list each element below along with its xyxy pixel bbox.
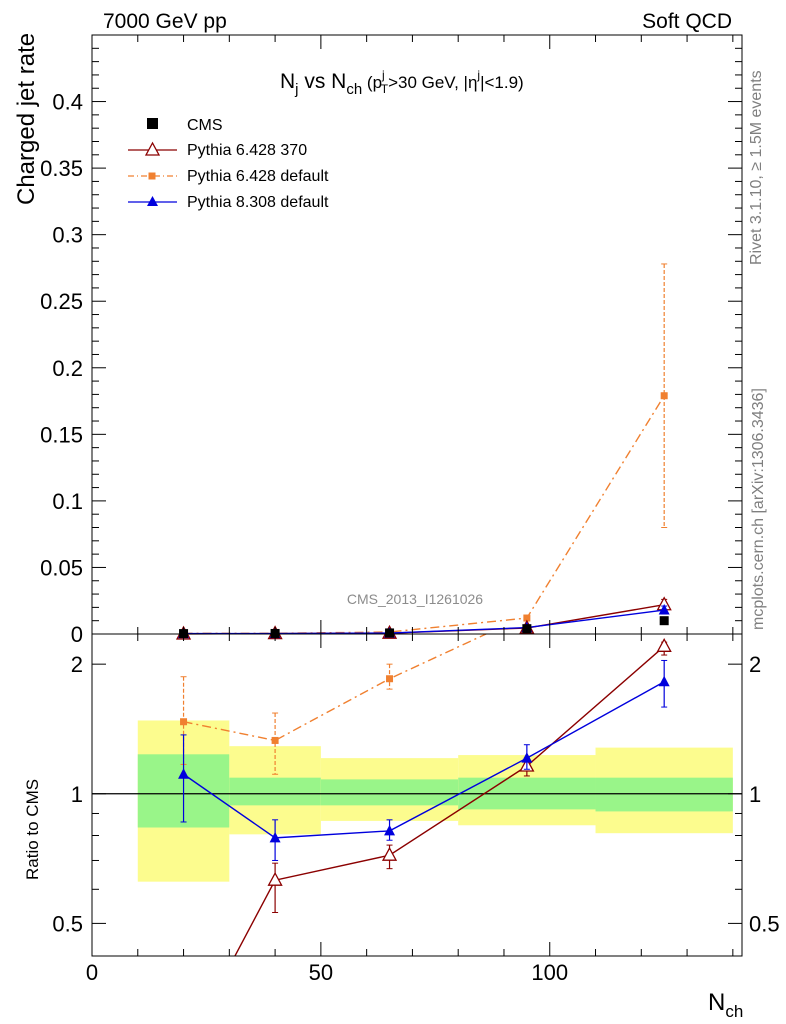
ratio-frame bbox=[91, 633, 743, 957]
header-right: Soft QCD bbox=[642, 10, 732, 33]
ratio-data-point bbox=[271, 736, 279, 744]
title-paren: (p bbox=[362, 73, 382, 92]
legend-py6-default-marker bbox=[148, 172, 156, 180]
legend-py8-marker bbox=[147, 196, 158, 206]
ratio-data-point bbox=[381, 846, 398, 861]
ratio-series bbox=[178, 634, 672, 956]
ratio-bands bbox=[92, 720, 742, 882]
ratio-ticks: 0.5 0.5 1 1 2 2 bbox=[52, 652, 779, 936]
ratio-data-point bbox=[178, 768, 190, 779]
x-tick-label: 100 bbox=[531, 960, 568, 985]
legend-cms-label: CMS bbox=[187, 117, 223, 134]
main-series bbox=[175, 263, 672, 640]
ratio-y-tick-label-right: 0.5 bbox=[749, 911, 780, 936]
rivet-label: Rivet 3.1.10, ≥ 1.5M events bbox=[748, 70, 765, 265]
legend-py6-370-label: Pythia 6.428 370 bbox=[187, 142, 307, 159]
legend-py6-default-label: Pythia 6.428 default bbox=[187, 168, 329, 185]
main-y-tick-label: 0.05 bbox=[40, 555, 83, 580]
title-sup-j2: j bbox=[476, 68, 480, 82]
main-data-point bbox=[523, 614, 531, 622]
main-data-point bbox=[522, 624, 532, 634]
x-label-sub: ch bbox=[725, 1002, 743, 1021]
ratio-y-tick-label: 2 bbox=[71, 652, 83, 677]
legend-py6-370-marker bbox=[144, 141, 161, 156]
ratio-series-2 bbox=[178, 659, 670, 861]
main-panel: 0 0.05 0.1 0.15 0.2 0.25 0.3 0.35 0.4 Charged je… bbox=[13, 33, 743, 647]
main-data-point bbox=[659, 616, 669, 626]
main-y-label: Charged jet rate bbox=[13, 33, 40, 205]
x-axis-label: Nch bbox=[708, 989, 743, 1021]
ratio-data-point bbox=[386, 675, 394, 683]
ratio-data-point bbox=[656, 637, 672, 652]
ratio-series-line bbox=[183, 634, 488, 742]
main-y-tick-label: 0.15 bbox=[40, 422, 83, 447]
title-sup-j: j bbox=[381, 68, 385, 82]
legend-cms-marker bbox=[147, 118, 158, 129]
main-data-point bbox=[385, 628, 395, 638]
ratio-y-tick-label-right: 1 bbox=[749, 782, 761, 807]
main-y-tick-label: 0 bbox=[71, 622, 83, 647]
ratio-y-tick-label-right: 2 bbox=[749, 652, 761, 677]
ratio-band-inner bbox=[229, 777, 321, 806]
title-cut1: >30 GeV, |η bbox=[388, 73, 477, 92]
ratio-y-label: Ratio to CMS bbox=[23, 779, 42, 880]
x-ticks: 0 50 100 bbox=[86, 35, 734, 985]
ratio-band-inner bbox=[320, 779, 459, 806]
ratio-data-point bbox=[384, 824, 396, 836]
legend-py8-label: Pythia 8.308 default bbox=[187, 194, 329, 211]
title-n: N bbox=[280, 70, 295, 93]
ratio-data-point bbox=[658, 675, 670, 687]
main-data-point bbox=[660, 392, 668, 400]
main-data-point bbox=[658, 604, 670, 615]
main-y-tick-label: 0.3 bbox=[52, 223, 83, 248]
ratio-data-point bbox=[269, 831, 281, 843]
title-cut2: |<1.9) bbox=[480, 73, 524, 92]
legend: CMS Pythia 6.428 370 Pythia 6.428 defaul… bbox=[128, 117, 329, 211]
main-y-tick-label: 0.35 bbox=[40, 156, 83, 181]
ratio-series-line bbox=[234, 645, 665, 956]
x-tick-label: 0 bbox=[86, 960, 98, 985]
ratio-y-tick-label: 0.5 bbox=[52, 911, 83, 936]
header-left: 7000 GeV pp bbox=[103, 10, 227, 33]
main-y-tick-label: 0.4 bbox=[52, 90, 83, 115]
main-series-2 bbox=[180, 263, 668, 637]
ratio-band-inner bbox=[595, 777, 733, 812]
main-series-line bbox=[183, 609, 665, 635]
ratio-panel: 0.5 0.5 1 1 2 2 Ratio to CMS bbox=[23, 633, 780, 957]
x-tick-label: 50 bbox=[309, 960, 333, 985]
analysis-id: CMS_2013_I1261026 bbox=[347, 591, 483, 607]
plot-title: Nj vs Nch (pj T>30 GeV, |ηj|<1.9) bbox=[280, 68, 524, 98]
ratio-series-1 bbox=[180, 634, 488, 775]
title-sub-ch: ch bbox=[346, 81, 362, 98]
main-ticks: 0 0.05 0.1 0.15 0.2 0.25 0.3 0.35 0.4 bbox=[40, 47, 742, 647]
mcplots-label: mcplots.cern.ch [arXiv:1306.3436] bbox=[750, 388, 767, 630]
ratio-data-point bbox=[267, 871, 283, 886]
main-y-tick-label: 0.2 bbox=[52, 356, 83, 381]
x-label-n: N bbox=[708, 989, 725, 1016]
ratio-data-point bbox=[521, 752, 533, 763]
title-sub-t: T bbox=[381, 82, 389, 96]
main-y-tick-label: 0.1 bbox=[52, 489, 83, 514]
ratio-y-tick-label: 1 bbox=[71, 782, 83, 807]
title-sub-j: j bbox=[294, 81, 298, 98]
ratio-data-point bbox=[180, 718, 188, 726]
title-vs: vs N bbox=[299, 70, 347, 93]
main-y-tick-label: 0.25 bbox=[40, 289, 83, 314]
ratio-series-0 bbox=[234, 637, 672, 956]
